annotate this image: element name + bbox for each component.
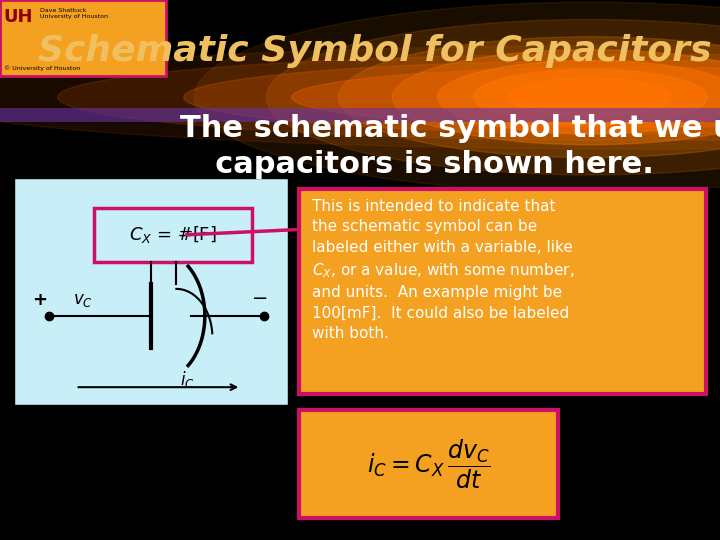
Text: The schematic symbol that we use for: The schematic symbol that we use for bbox=[180, 114, 720, 143]
Text: $C_X$ = #[F]: $C_X$ = #[F] bbox=[129, 225, 217, 245]
Bar bbox=[299, 189, 706, 394]
Text: $v_C$: $v_C$ bbox=[73, 291, 93, 309]
Ellipse shape bbox=[266, 19, 720, 175]
Text: Schematic Symbol for Capacitors: Schematic Symbol for Capacitors bbox=[37, 35, 711, 68]
Text: +: + bbox=[32, 291, 47, 309]
Bar bbox=[0, 108, 720, 122]
Text: Dave Shattuck
University of Houston: Dave Shattuck University of Houston bbox=[40, 8, 107, 19]
Ellipse shape bbox=[392, 50, 720, 145]
Ellipse shape bbox=[338, 37, 720, 158]
Ellipse shape bbox=[194, 2, 720, 192]
Ellipse shape bbox=[0, 45, 720, 149]
Ellipse shape bbox=[58, 54, 720, 140]
Text: This is intended to indicate that
the schematic symbol can be
labeled either wit: This is intended to indicate that the sc… bbox=[312, 199, 575, 341]
Bar bbox=[94, 208, 252, 262]
Ellipse shape bbox=[184, 60, 720, 134]
Ellipse shape bbox=[474, 69, 707, 125]
Text: capacitors is shown here.: capacitors is shown here. bbox=[194, 150, 654, 179]
Text: $i_C = C_X \,\dfrac{dv_C}{dt}$: $i_C = C_X \,\dfrac{dv_C}{dt}$ bbox=[366, 437, 490, 491]
Bar bbox=[299, 410, 558, 518]
Ellipse shape bbox=[438, 60, 720, 134]
Text: $i_C$: $i_C$ bbox=[180, 369, 194, 389]
Text: UH: UH bbox=[4, 8, 33, 26]
Ellipse shape bbox=[292, 67, 720, 127]
Bar bbox=[0, 0, 166, 76]
Text: −: − bbox=[253, 289, 269, 308]
Ellipse shape bbox=[510, 78, 671, 117]
Text: © University of Houston: © University of Houston bbox=[4, 66, 80, 71]
Bar bbox=[14, 178, 288, 405]
